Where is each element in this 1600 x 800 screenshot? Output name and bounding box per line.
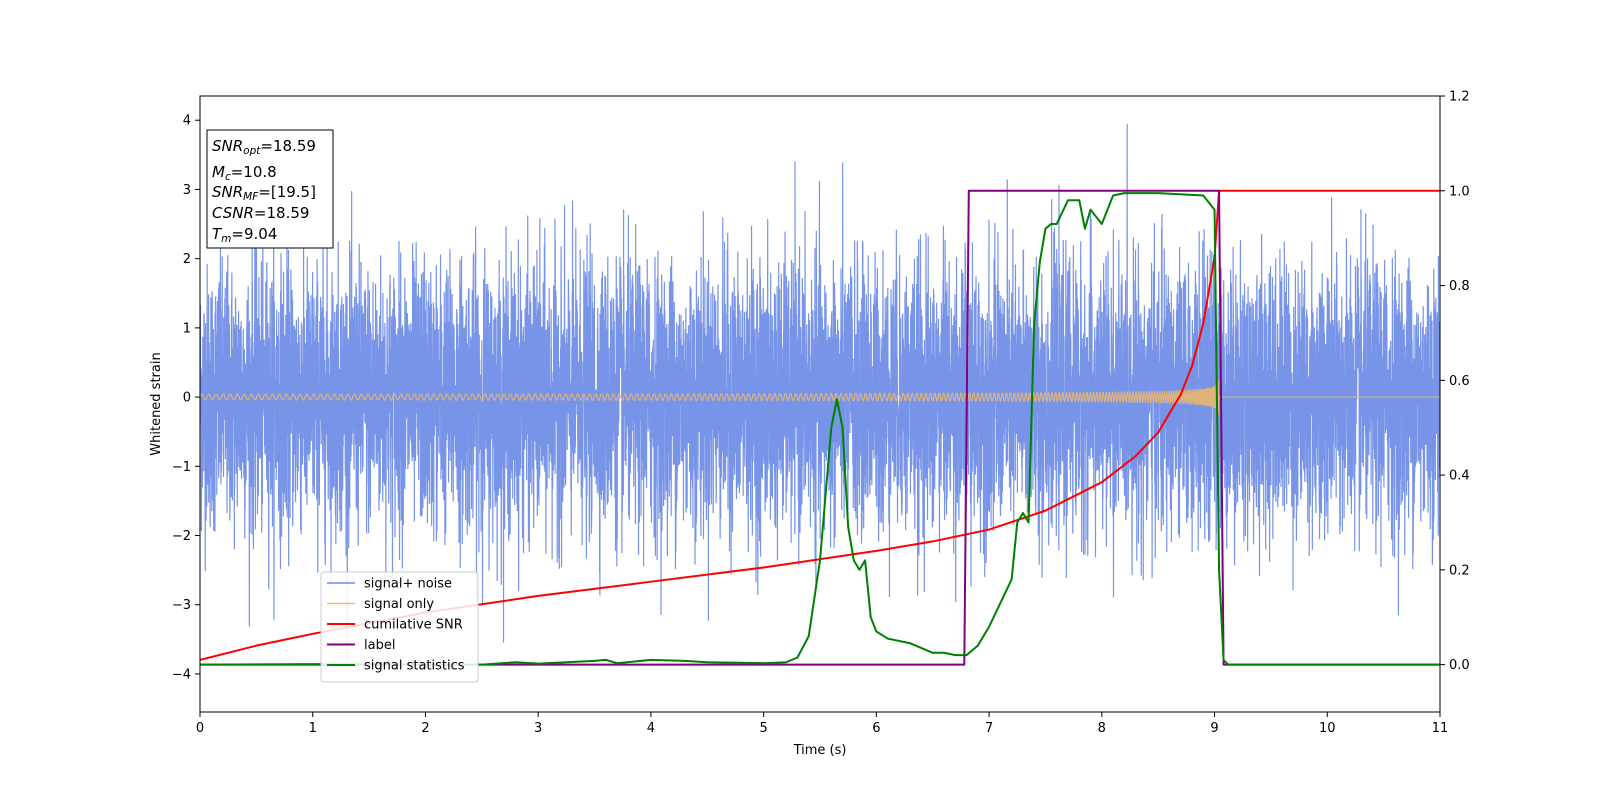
y-left-tick-label: −4 [172,667,191,682]
legend-label: signal+ noise [364,577,452,592]
legend-items: signal+ noise signal only cumilative SNR la… [327,577,465,674]
stats-subscript: MF [243,191,259,203]
stats-lines: SNRopt=18.59Mc=10.8SNRMF=[19.5]CSNR=18.5… [212,137,316,245]
x-axis-label: Time (s) [793,743,847,758]
stats-line: SNRMF=[19.5] [212,183,316,203]
y-right-tick-label: 0.8 [1449,279,1470,294]
series-signal-noise [200,123,1440,660]
stats-value: =10.8 [231,163,277,181]
y-left-tick-label: −1 [172,460,191,475]
legend-label: signal only [364,597,434,612]
stats-line: SNRopt=18.59 [212,137,316,157]
series-signal-statistics [200,192,1440,666]
stats-subscript: opt [243,145,261,157]
stats-subscript: c [225,171,231,183]
x-tick-label: 5 [759,721,767,736]
y-axis-label: Whitened strain [149,352,164,455]
y-left-tick-label: 4 [183,114,191,129]
y-right-tick-label: 0.2 [1449,563,1470,578]
stats-line: Tm=9.04 [212,225,277,245]
y-right-tick-label: 0.0 [1449,658,1470,673]
stats-symbol: CSNR [212,204,254,222]
x-tick-label: 11 [1432,721,1449,736]
y-right-tick-label: 1.2 [1449,90,1470,105]
x-axis: 0 1 2 3 4 5 6 7 8 9 10 11 [196,712,1448,736]
x-tick-label: 9 [1210,721,1218,736]
stats-value: =18.59 [254,204,310,222]
stats-symbol: M [212,163,225,181]
x-tick-label: 6 [872,721,880,736]
x-tick-label: 2 [421,721,429,736]
x-tick-label: 4 [647,721,655,736]
stats-subscript: m [221,233,231,245]
y-right-tick-label: 0.4 [1449,469,1470,484]
stats-box: SNRopt=18.59Mc=10.8SNRMF=[19.5]CSNR=18.5… [206,129,334,249]
y-left-tick-label: 1 [183,321,191,336]
y-right-tick-label: 1.0 [1449,184,1470,199]
stats-value: =[19.5] [258,183,316,201]
y-left-tick-label: −3 [172,598,191,613]
x-tick-label: 1 [309,721,317,736]
y-left-tick-label: 2 [183,252,191,267]
stats-symbol: SNR [212,137,243,155]
y-axis-left: −4 −3 −2 −1 0 1 2 3 4 [172,114,200,682]
stats-value: =9.04 [231,225,277,243]
y-left-tick-label: 0 [183,391,191,406]
legend-label: signal statistics [364,659,465,674]
y-left-tick-label: −2 [172,529,191,544]
legend-label: cumilative SNR [364,618,463,633]
legend-frame [320,571,479,683]
x-tick-label: 7 [985,721,993,736]
y-left-tick-label: 3 [183,183,191,198]
y-axis-right: 0.0 0.2 0.4 0.6 0.8 1.0 1.2 [1440,90,1470,673]
legend: signal+ noise signal only cumilative SNR la… [320,571,479,683]
series-signal-only [200,380,1440,415]
stats-line: Mc=10.8 [212,163,277,183]
stats-symbol: T [212,225,223,243]
stats-symbol: SNR [212,183,243,201]
x-tick-label: 0 [196,721,204,736]
x-tick-label: 3 [534,721,542,736]
stats-box-frame [206,129,334,249]
stats-value: =18.59 [260,137,316,155]
legend-label: label [364,638,395,653]
x-tick-label: 10 [1319,721,1336,736]
x-tick-label: 8 [1098,721,1106,736]
plot-frame [199,95,1441,713]
stats-line: CSNR=18.59 [212,204,309,222]
y-right-tick-label: 0.6 [1449,374,1470,389]
